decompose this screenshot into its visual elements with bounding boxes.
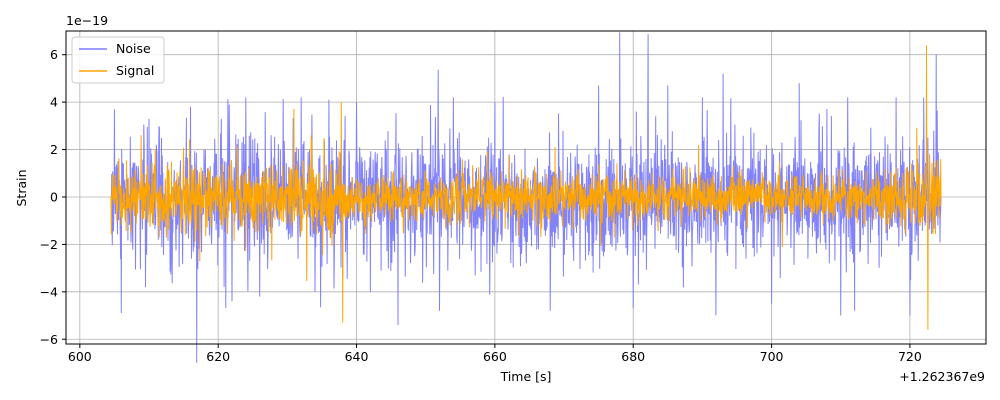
legend: Noise Signal [71,36,165,84]
plot-area-frame [65,30,987,345]
legend-noise-label: Noise [116,41,151,56]
y-axis-ticks: −6 −4 −2 0 2 4 6 [40,47,66,347]
x-tick-label: 620 [206,349,230,364]
y-tick-label: 6 [50,47,58,62]
y-tick-label: 2 [50,142,58,157]
y-tick-label: −6 [40,332,58,347]
x-tick-label: 680 [621,349,645,364]
y-scale-label: 1e−19 [66,13,108,28]
signal-line [110,45,942,330]
x-tick-label: 720 [898,349,922,364]
y-axis-label: Strain [14,169,29,206]
x-tick-label: 600 [68,349,92,364]
x-tick-label: 640 [345,349,369,364]
x-tick-label: 660 [483,349,507,364]
y-tick-label: 0 [50,189,58,204]
signal-series [110,45,942,330]
y-tick-label: 4 [50,95,58,110]
legend-signal-label: Signal [116,63,154,78]
y-tick-label: −4 [40,284,58,299]
y-tick-label: −2 [40,237,58,252]
x-offset-label: +1.262367e9 [899,369,985,384]
x-tick-label: 700 [760,349,784,364]
x-axis-label: Time [s] [500,369,552,384]
x-axis-ticks: 600 620 640 660 680 700 720 [68,344,922,364]
